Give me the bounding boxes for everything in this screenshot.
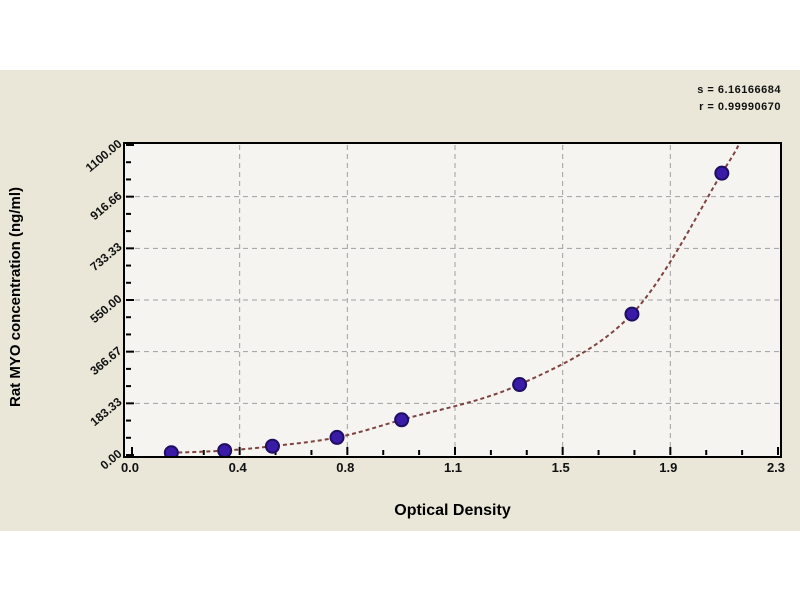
stat-correlation: r = 0.99990670 — [699, 101, 781, 113]
y-tick-label: 183.33 — [87, 394, 125, 430]
x-tick-label: 2.3 — [766, 460, 786, 475]
data-points — [163, 165, 730, 456]
x-tick-label: 1.9 — [659, 460, 678, 475]
stat-slope: s = 6.16166684 — [697, 84, 781, 96]
x-tick-label: 0.4 — [228, 460, 247, 475]
data-point-marker — [163, 445, 179, 456]
grid-layer — [126, 145, 779, 455]
data-point-marker — [512, 377, 528, 393]
chart-canvas — [126, 144, 779, 456]
y-tick-label: 1100.00 — [82, 136, 125, 175]
y-tick-label: 550.00 — [87, 291, 125, 326]
data-point-marker — [624, 306, 640, 322]
y-tick-label: 733.33 — [87, 239, 125, 275]
data-point-marker — [714, 165, 730, 181]
data-point-marker — [329, 429, 345, 445]
x-tick-label: 0.0 — [120, 460, 140, 475]
x-tick-label: 1.5 — [551, 460, 570, 475]
data-point-marker — [217, 443, 233, 456]
y-tick-label: 916.66 — [87, 188, 125, 223]
chart-figure-panel: s = 6.16166684 r = 0.99990670 0.00 183.33… — [0, 70, 800, 531]
y-tick-label: 366.67 — [87, 343, 125, 378]
plot-area — [123, 142, 782, 458]
fit-curve — [171, 144, 740, 454]
x-tick-label: 0.8 — [336, 460, 355, 475]
x-axis-title: Optical Density — [394, 502, 511, 519]
data-point-marker — [394, 412, 410, 428]
data-point-marker — [264, 438, 280, 454]
regression-stats: s = 6.16166684 r = 0.99990670 — [697, 82, 781, 116]
y-axis-title: Rat MYO concentration (ng/ml) — [7, 187, 24, 408]
x-tick-label: 1.1 — [443, 460, 463, 475]
